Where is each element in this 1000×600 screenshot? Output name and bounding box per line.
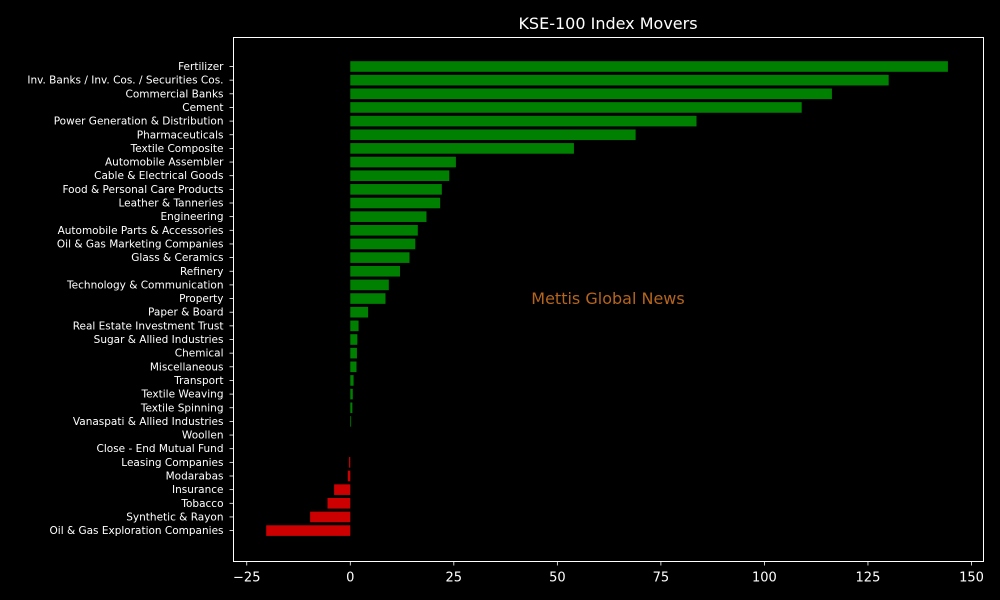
bar-technology-communication [350,279,389,291]
bar-oil-gas-exploration-companies [266,525,351,536]
category-label: Automobile Parts & Accessories [58,225,224,237]
bar-modarabas [347,470,351,482]
category-label: Fertilizer [178,61,224,73]
x-tick-label: 100 [752,571,777,586]
category-label: Cement [182,102,223,114]
x-tick-label: 75 [653,571,670,586]
bar-food-personal-care-products [350,184,442,195]
bar-cement [350,102,802,113]
category-label: Textile Spinning [140,402,224,414]
bar-vanaspati-allied-industries [350,416,352,427]
category-label: Textile Weaving [141,389,224,401]
x-tick-label: 150 [959,571,984,586]
category-label: Woollen [182,430,224,442]
category-label: Inv. Banks / Inv. Cos. / Securities Cos. [27,75,223,87]
bars-group [266,61,948,536]
bar-property [350,293,386,304]
category-label: Vanaspati & Allied Industries [73,416,224,428]
category-label: Cable & Electrical Goods [94,170,223,182]
bar-automobile-parts-accessories [350,225,418,236]
category-label: Refinery [180,266,224,278]
bar-automobile-assembler [350,156,456,168]
category-label: Leather & Tanneries [118,198,223,210]
category-label: Leasing Companies [121,457,223,469]
bar-tobacco [327,498,351,509]
bar-miscellaneous [350,361,357,373]
bar-transport [350,375,354,386]
category-label: Textile Composite [130,143,224,155]
bar-textile-weaving [350,388,353,400]
category-label: Tobacco [180,498,223,510]
category-label: Glass & Ceramics [131,252,223,264]
category-label: Automobile Assembler [105,157,224,169]
category-label: Paper & Board [148,307,223,319]
category-label: Insurance [172,484,224,496]
category-label: Food & Personal Care Products [62,184,223,196]
bar-synthetic-rayon [310,511,351,523]
bar-power-generation-distribution [350,115,697,127]
bar-engineering [350,211,427,222]
bar-leather-tanneries [350,197,441,209]
category-label: Engineering [161,211,224,223]
bar-commercial-banks [350,88,832,100]
bar-textile-composite [350,143,574,154]
x-ticks-group: −25 0 25 50 75 100 125 150 [233,561,984,586]
category-label: Power Generation & Distribution [54,116,224,128]
category-label: Miscellaneous [150,361,224,373]
bar-insurance [334,484,351,495]
bar-pharmaceuticals [350,129,636,141]
category-label: Chemical [175,348,224,360]
category-label: Pharmaceuticals [137,129,224,141]
bar-sugar-allied-industries [350,334,358,345]
x-tick-label: 50 [549,571,566,586]
bar-textile-spinning [350,402,353,414]
bar-fertilizer [350,61,948,72]
x-tick-label: −25 [233,571,260,586]
category-label: Technology & Communication [66,279,223,291]
x-tick-label: 0 [346,571,354,586]
category-label: Oil & Gas Marketing Companies [57,238,224,250]
watermark: Mettis Global News [531,289,684,308]
category-label: Commercial Banks [126,88,224,100]
category-label: Synthetic & Rayon [126,511,223,523]
bar-glass-ceramics [350,252,410,263]
plot-frame [233,37,984,562]
category-label: Close - End Mutual Fund [97,443,224,455]
x-tick-label: 125 [856,571,881,586]
bar-leasing-companies [349,457,351,468]
bar-refinery [350,265,400,277]
category-label: Oil & Gas Exploration Companies [50,525,224,537]
x-tick-label: 25 [446,571,463,586]
category-label: Real Estate Investment Trust [73,320,224,332]
category-label: Property [179,293,223,305]
category-label: Modarabas [166,471,224,483]
bar-real-estate-investment-trust [350,320,359,332]
bar-inv-banks-inv-cos-securities-cos [350,74,889,86]
category-label: Sugar & Allied Industries [94,334,224,346]
bar-cable-electrical-goods [350,170,450,181]
bar-oil-gas-marketing-companies [350,238,416,250]
category-label: Transport [173,375,223,387]
bar-paper-board [350,306,369,318]
chart-title: KSE-100 Index Movers [518,14,697,33]
bar-chemical [350,347,357,359]
category-labels-group: Fertilizer Inv. Banks / Inv. Cos. / Secur… [27,61,234,537]
